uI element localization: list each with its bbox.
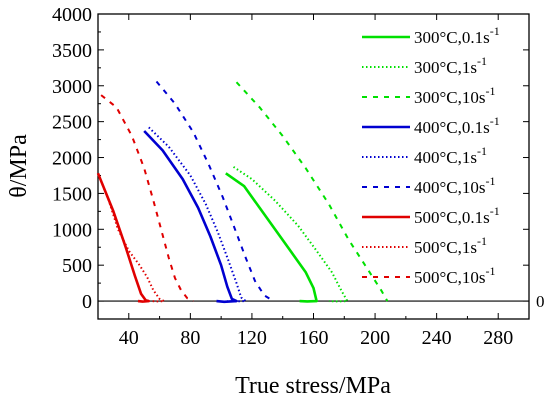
series-line-8 [97, 172, 166, 303]
zero-line-label: 0 [536, 292, 545, 311]
y-tick-label: 1500 [52, 183, 92, 205]
legend-label-4: 400°C,0.1s-1 [414, 114, 500, 137]
legend-label-6: 400°C,10s-1 [414, 174, 496, 197]
series-line-4 [143, 130, 238, 304]
y-tick-label: 2000 [52, 148, 92, 170]
legend: 300°C,0.1s-1 300°C,1s-1 300°C,10s-1 400°C,0… [362, 24, 500, 287]
y-tick-label: 3500 [52, 40, 92, 62]
legend-label-2: 300°C,1s-1 [414, 54, 487, 77]
y-tick-label: 1000 [52, 219, 92, 241]
series-layer [96, 80, 389, 304]
x-tick-label: 80 [180, 327, 200, 349]
legend-label-1: 300°C,0.1s-1 [414, 24, 500, 47]
y-axis-ticks: 0 500 1000 1500 2000 2500 3000 3500 4000 [52, 4, 529, 313]
series-line-1 [225, 172, 318, 303]
y-tick-label: 4000 [52, 4, 92, 26]
x-axis-label: True stress/MPa [235, 373, 391, 399]
y-axis-label: θ/MPa [6, 134, 32, 198]
series-line-7 [96, 172, 151, 303]
x-tick-label: 200 [360, 327, 390, 349]
legend-label-5: 400°C,1s-1 [414, 144, 487, 167]
x-tick-label: 240 [422, 327, 452, 349]
x-axis-ticks: 40 80 120 160 200 240 280 [119, 14, 513, 349]
series-line-9 [100, 94, 194, 303]
x-tick-label: 280 [483, 327, 513, 349]
legend-label-9: 500°C,10s-1 [414, 264, 496, 287]
y-tick-label: 0 [82, 291, 92, 313]
legend-label-3: 300°C,10s-1 [414, 84, 496, 107]
y-tick-label: 3000 [52, 76, 92, 98]
x-tick-label: 40 [119, 327, 139, 349]
legend-label-8: 500°C,1s-1 [414, 234, 487, 257]
series-line-2 [232, 166, 349, 303]
series-line-6 [155, 80, 275, 302]
x-tick-label: 160 [299, 327, 329, 349]
series-line-3 [235, 81, 389, 302]
legend-label-7: 500°C,0.1s-1 [414, 204, 500, 227]
x-tick-label: 120 [237, 327, 267, 349]
y-tick-label: 2500 [52, 112, 92, 134]
y-tick-label: 500 [62, 255, 92, 277]
